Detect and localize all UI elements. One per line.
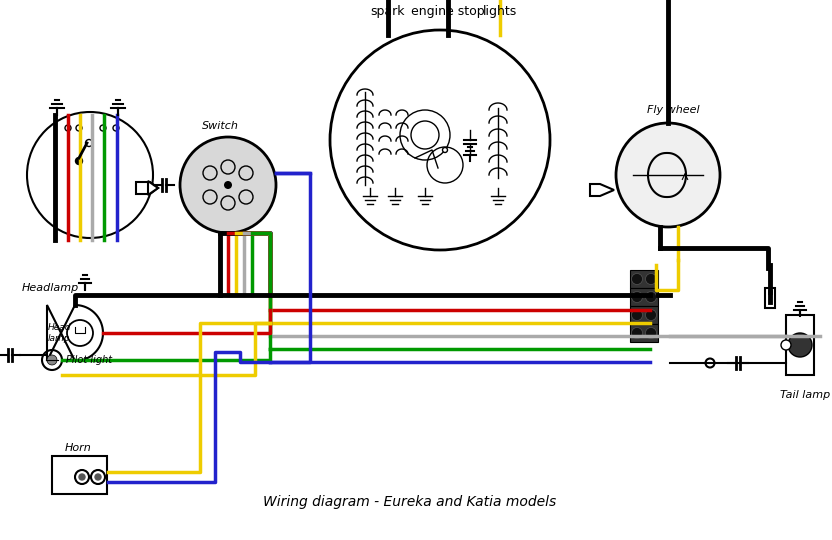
Text: Wiring diagram - Eureka and Katia models: Wiring diagram - Eureka and Katia models: [264, 495, 557, 509]
Circle shape: [79, 474, 85, 480]
Circle shape: [646, 292, 656, 302]
Circle shape: [443, 147, 448, 152]
Circle shape: [706, 359, 715, 368]
Text: Headlamp: Headlamp: [22, 283, 79, 293]
Circle shape: [631, 292, 642, 302]
Text: Tail lamp: Tail lamp: [780, 390, 830, 400]
Text: Switch: Switch: [201, 121, 239, 131]
Circle shape: [631, 309, 642, 321]
Text: spark: spark: [371, 5, 405, 18]
Circle shape: [95, 474, 101, 480]
Circle shape: [788, 333, 812, 357]
Polygon shape: [590, 184, 614, 196]
Circle shape: [646, 309, 656, 321]
Polygon shape: [47, 305, 103, 361]
Circle shape: [76, 125, 82, 131]
Circle shape: [631, 327, 642, 339]
Circle shape: [646, 327, 656, 339]
Text: Head
lamp: Head lamp: [47, 323, 71, 343]
Circle shape: [75, 470, 89, 484]
Polygon shape: [148, 181, 158, 195]
Circle shape: [631, 273, 642, 285]
Circle shape: [47, 355, 57, 365]
Text: Horn: Horn: [65, 443, 92, 453]
Bar: [630, 288, 658, 306]
Circle shape: [113, 125, 119, 131]
Circle shape: [86, 139, 92, 146]
Circle shape: [65, 125, 71, 131]
Bar: [786, 315, 814, 375]
Circle shape: [616, 123, 720, 227]
Circle shape: [100, 125, 106, 131]
Circle shape: [180, 137, 276, 233]
Text: Fly wheel: Fly wheel: [646, 105, 700, 115]
Circle shape: [91, 470, 105, 484]
Polygon shape: [136, 182, 158, 194]
Bar: [630, 306, 658, 324]
Bar: [630, 324, 658, 342]
Circle shape: [224, 181, 232, 189]
Circle shape: [76, 158, 82, 165]
Text: lights: lights: [483, 5, 518, 18]
Circle shape: [646, 273, 656, 285]
Text: Pilot light: Pilot light: [66, 355, 112, 365]
Text: engine stop: engine stop: [411, 5, 485, 18]
Bar: [52, 456, 107, 494]
Circle shape: [781, 340, 791, 350]
Bar: [630, 270, 658, 288]
Bar: [765, 288, 775, 308]
